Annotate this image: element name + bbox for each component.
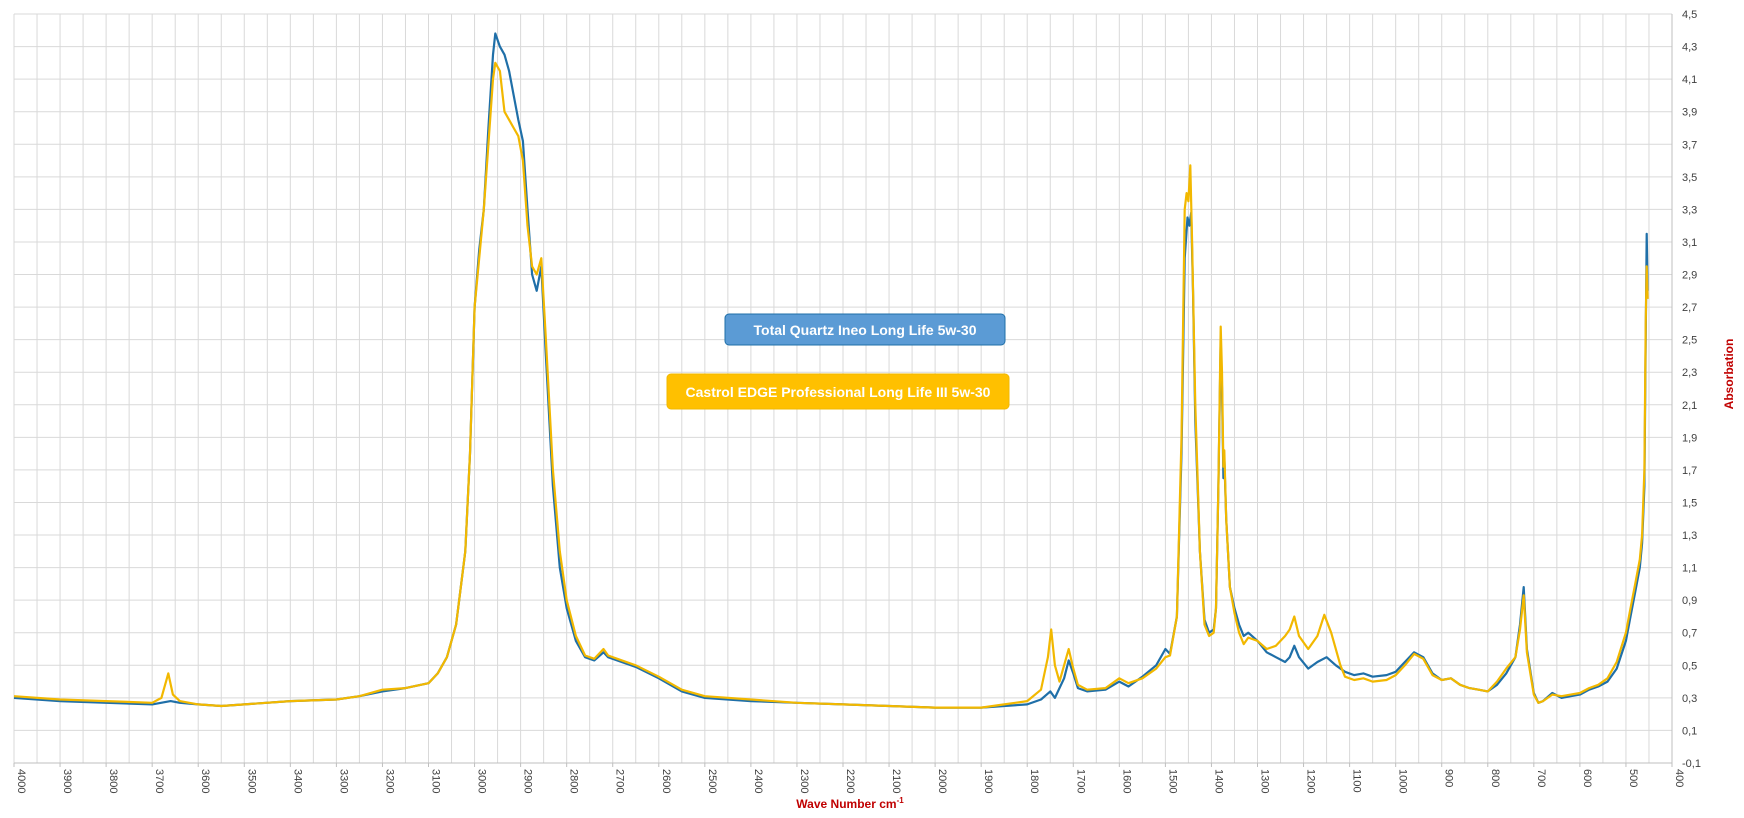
x-tick-label: 400 — [1673, 769, 1685, 787]
x-tick-label: 4000 — [15, 769, 27, 793]
x-tick-label: 700 — [1535, 769, 1547, 787]
x-tick-label: 3500 — [245, 769, 257, 793]
x-tick-label: 3400 — [291, 769, 303, 793]
x-tick-label: 2800 — [568, 769, 580, 793]
axes — [13, 14, 1673, 767]
x-tick-label: 2900 — [522, 769, 534, 793]
y-tick-label: 2,1 — [1682, 400, 1697, 412]
x-tick-label: 1800 — [1028, 769, 1040, 793]
x-tick-label: 1500 — [1166, 769, 1178, 793]
x-tick-label: 3600 — [199, 769, 211, 793]
x-tick-label: 2000 — [936, 769, 948, 793]
x-tick-label: 3700 — [153, 769, 165, 793]
y-tick-label: 3,5 — [1682, 172, 1697, 184]
x-tick-label: 2300 — [798, 769, 810, 793]
x-axis-title-text: Wave Number cm — [796, 797, 896, 811]
legend-entry-background — [724, 313, 1006, 346]
y-tick-label: 2,5 — [1682, 335, 1697, 347]
y-tick-label: 1,9 — [1682, 432, 1697, 444]
y-tick-label: 3,1 — [1682, 237, 1697, 249]
x-tick-label: 1300 — [1259, 769, 1271, 793]
x-tick-label: 1000 — [1397, 769, 1409, 793]
y-tick-label: 0,9 — [1682, 595, 1697, 607]
y-tick-label: 4,5 — [1682, 9, 1697, 21]
x-tick-label: 2500 — [706, 769, 718, 793]
y-tick-label: 3,9 — [1682, 107, 1697, 119]
series-line-0 — [13, 32, 1649, 709]
y-tick-labels: -0,1 0,1 0,3 0,5 0,7 0,9 1,1 1,3 1,5 1,7 1,9 2,1 2,3… — [1682, 9, 1701, 770]
y-tick-label: 4,1 — [1682, 74, 1697, 86]
grid-lines — [13, 13, 1673, 764]
y-tick-label: 2,9 — [1682, 270, 1697, 282]
y-tick-label: 0,1 — [1682, 725, 1697, 737]
x-tick-label: 1400 — [1212, 769, 1224, 793]
x-tick-label: 500 — [1627, 769, 1639, 787]
y-tick-label: 2,3 — [1682, 367, 1697, 379]
x-tick-label: 2200 — [844, 769, 856, 793]
y-tick-label: 0,3 — [1682, 693, 1697, 705]
series-lines — [13, 32, 1649, 709]
x-tick-label: 3100 — [430, 769, 442, 793]
x-tick-label: 600 — [1581, 769, 1593, 787]
y-tick-label: 2,7 — [1682, 302, 1697, 314]
y-tick-label: 3,7 — [1682, 139, 1697, 151]
series-line-1 — [13, 61, 1649, 709]
y-tick-label: 1,3 — [1682, 530, 1697, 542]
legend-entry-castrol-edge: Castrol EDGE Professional Long Life III … — [666, 373, 1010, 410]
x-tick-label: 3000 — [476, 769, 488, 793]
y-tick-label: 1,7 — [1682, 465, 1697, 477]
legend-entry-label: Total Quartz Ineo Long Life 5w-30 — [754, 322, 977, 338]
x-tick-label: 2600 — [660, 769, 672, 793]
y-tick-label: 1,5 — [1682, 497, 1697, 509]
y-tick-label: 0,5 — [1682, 660, 1697, 672]
x-axis-title: Wave Number cm-1 — [796, 796, 904, 811]
y-tick-label: 1,1 — [1682, 563, 1697, 575]
y-tick-label: 0,7 — [1682, 628, 1697, 640]
x-tick-label: 2700 — [614, 769, 626, 793]
x-tick-label: 800 — [1489, 769, 1501, 787]
legend-entry-background — [666, 373, 1010, 410]
legend-entry-total-quartz: Total Quartz Ineo Long Life 5w-30 — [724, 313, 1006, 346]
x-tick-label: 3900 — [61, 769, 73, 793]
x-tick-label: 2400 — [752, 769, 764, 793]
x-tick-label: 3800 — [107, 769, 119, 793]
x-tick-label: 3300 — [337, 769, 349, 793]
legend-entry-label: Castrol EDGE Professional Long Life III … — [686, 384, 991, 400]
x-tick-label: 1200 — [1305, 769, 1317, 793]
x-tick-labels: 4000 3900 3800 3700 3600 3500 3400 3300 3200 3100… — [15, 769, 1685, 793]
x-tick-label: 900 — [1443, 769, 1455, 787]
y-tick-label: 4,3 — [1682, 42, 1697, 54]
x-tick-label: 1900 — [982, 769, 994, 793]
x-tick-label: 3200 — [383, 769, 395, 793]
x-tick-label: 1600 — [1120, 769, 1132, 793]
y-tick-label: -0,1 — [1682, 758, 1701, 770]
y-tick-label: 3,3 — [1682, 204, 1697, 216]
x-tick-label: 1700 — [1074, 769, 1086, 793]
x-axis-title-superscript: -1 — [897, 796, 905, 805]
y-axis-title: Absorbation — [1722, 339, 1736, 410]
x-tick-label: 2100 — [890, 769, 902, 793]
x-tick-label: 1100 — [1351, 769, 1363, 793]
